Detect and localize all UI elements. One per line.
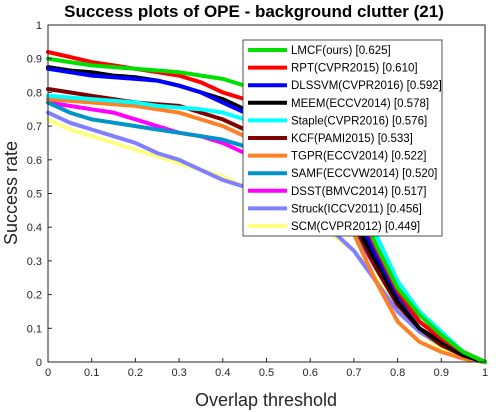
y-tick-label: 0.2 (27, 290, 42, 302)
y-tick-label: 0.8 (27, 87, 42, 99)
legend-entry-label: KCF(PAMI2015) [0.533] (291, 133, 413, 145)
legend-entry-label: RPT(CVPR2015) [0.610] (291, 63, 418, 75)
y-axis-ticks: 0 0.1 0.2 0.3 0.4 0.5 0.6 0.7 0.8 0.9 1 (27, 20, 52, 369)
y-tick-label: 0.9 (27, 54, 42, 66)
x-tick-label: 0.6 (303, 367, 318, 379)
legend-entry-label: SCM(CVPR2012) [0.449] (291, 221, 420, 233)
x-tick-label: 0 (45, 367, 51, 379)
legend-entry-label: SAMF(ECCVW2014) [0.520] (291, 168, 437, 180)
y-tick-label: 0.1 (27, 323, 42, 335)
y-tick-label: 0.7 (27, 121, 42, 133)
x-axis-ticks: 0 0.1 0.2 0.3 0.4 0.5 0.6 0.7 0.8 0.9 1 (45, 358, 488, 379)
x-tick-label: 0.7 (346, 367, 361, 379)
legend-entries: LMCF(ours) [0.625] RPT(CVPR2015) [0.610] D… (248, 45, 442, 233)
x-tick-label: 0.3 (171, 367, 186, 379)
y-tick-label: 1 (36, 20, 42, 32)
legend-entry-label: TGPR(ECCV2014) [0.522] (291, 151, 427, 163)
legend-entry-label: MEEM(ECCV2014) [0.578] (291, 98, 429, 110)
legend-entry-label: LMCF(ours) [0.625] (291, 45, 391, 57)
legend-entry-label: Struck(ICCV2011) [0.456] (291, 203, 422, 215)
legend: LMCF(ours) [0.625] RPT(CVPR2015) [0.610] D… (242, 39, 443, 237)
y-tick-label: 0.4 (27, 222, 42, 234)
y-tick-label: 0.6 (27, 155, 42, 167)
legend-entry-label: DSST(BMVC2014) [0.517] (291, 186, 427, 198)
y-tick-label: 0 (36, 357, 42, 369)
y-tick-label: 0.5 (27, 189, 42, 201)
x-tick-label: 0.2 (128, 367, 143, 379)
legend-entry-label: DLSSVM(CVPR2016) [0.592] (291, 80, 442, 92)
x-tick-label: 1 (482, 367, 488, 379)
legend-entry-label: Staple(CVPR2016) [0.576] (291, 115, 427, 127)
x-tick-label: 0.9 (434, 367, 449, 379)
x-tick-label: 0.4 (215, 367, 230, 379)
x-axis-label: Overlap threshold (195, 390, 337, 410)
x-tick-label: 0.5 (259, 367, 274, 379)
x-tick-label: 0.8 (390, 367, 405, 379)
chart-title: Success plots of OPE - background clutte… (64, 2, 444, 21)
x-tick-label: 0.1 (84, 367, 99, 379)
y-tick-label: 0.3 (27, 256, 42, 268)
y-axis-label: Success rate (1, 141, 21, 245)
